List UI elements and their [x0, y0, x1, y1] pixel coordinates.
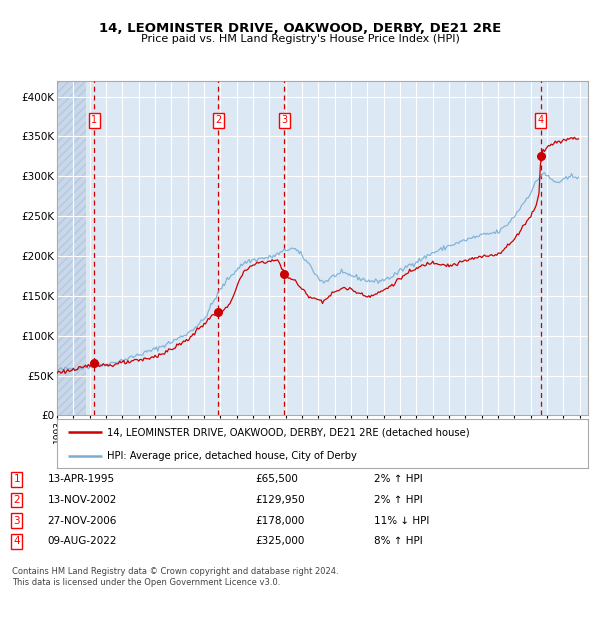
Text: 13-APR-1995: 13-APR-1995	[47, 474, 115, 484]
Text: 8% ↑ HPI: 8% ↑ HPI	[374, 536, 423, 546]
Text: Price paid vs. HM Land Registry's House Price Index (HPI): Price paid vs. HM Land Registry's House …	[140, 34, 460, 44]
Text: £65,500: £65,500	[256, 474, 298, 484]
Text: 13-NOV-2002: 13-NOV-2002	[47, 495, 117, 505]
Text: 2: 2	[13, 495, 20, 505]
Text: 11% ↓ HPI: 11% ↓ HPI	[374, 516, 430, 526]
Text: 14, LEOMINSTER DRIVE, OAKWOOD, DERBY, DE21 2RE: 14, LEOMINSTER DRIVE, OAKWOOD, DERBY, DE…	[99, 22, 501, 35]
Text: 14, LEOMINSTER DRIVE, OAKWOOD, DERBY, DE21 2RE (detached house): 14, LEOMINSTER DRIVE, OAKWOOD, DERBY, DE…	[107, 427, 470, 437]
Text: This data is licensed under the Open Government Licence v3.0.: This data is licensed under the Open Gov…	[12, 578, 280, 587]
Text: Contains HM Land Registry data © Crown copyright and database right 2024.: Contains HM Land Registry data © Crown c…	[12, 567, 338, 576]
Text: £325,000: £325,000	[256, 536, 305, 546]
Text: £178,000: £178,000	[256, 516, 305, 526]
Text: 2% ↑ HPI: 2% ↑ HPI	[374, 495, 423, 505]
Text: 2: 2	[215, 115, 221, 125]
Text: 3: 3	[281, 115, 287, 125]
Text: 4: 4	[13, 536, 20, 546]
Text: 09-AUG-2022: 09-AUG-2022	[47, 536, 117, 546]
Text: 2% ↑ HPI: 2% ↑ HPI	[374, 474, 423, 484]
Text: 27-NOV-2006: 27-NOV-2006	[47, 516, 117, 526]
Text: 3: 3	[13, 516, 20, 526]
Text: 4: 4	[538, 115, 544, 125]
Text: 1: 1	[91, 115, 97, 125]
Text: £129,950: £129,950	[256, 495, 305, 505]
Text: HPI: Average price, detached house, City of Derby: HPI: Average price, detached house, City…	[107, 451, 358, 461]
Text: 1: 1	[13, 474, 20, 484]
